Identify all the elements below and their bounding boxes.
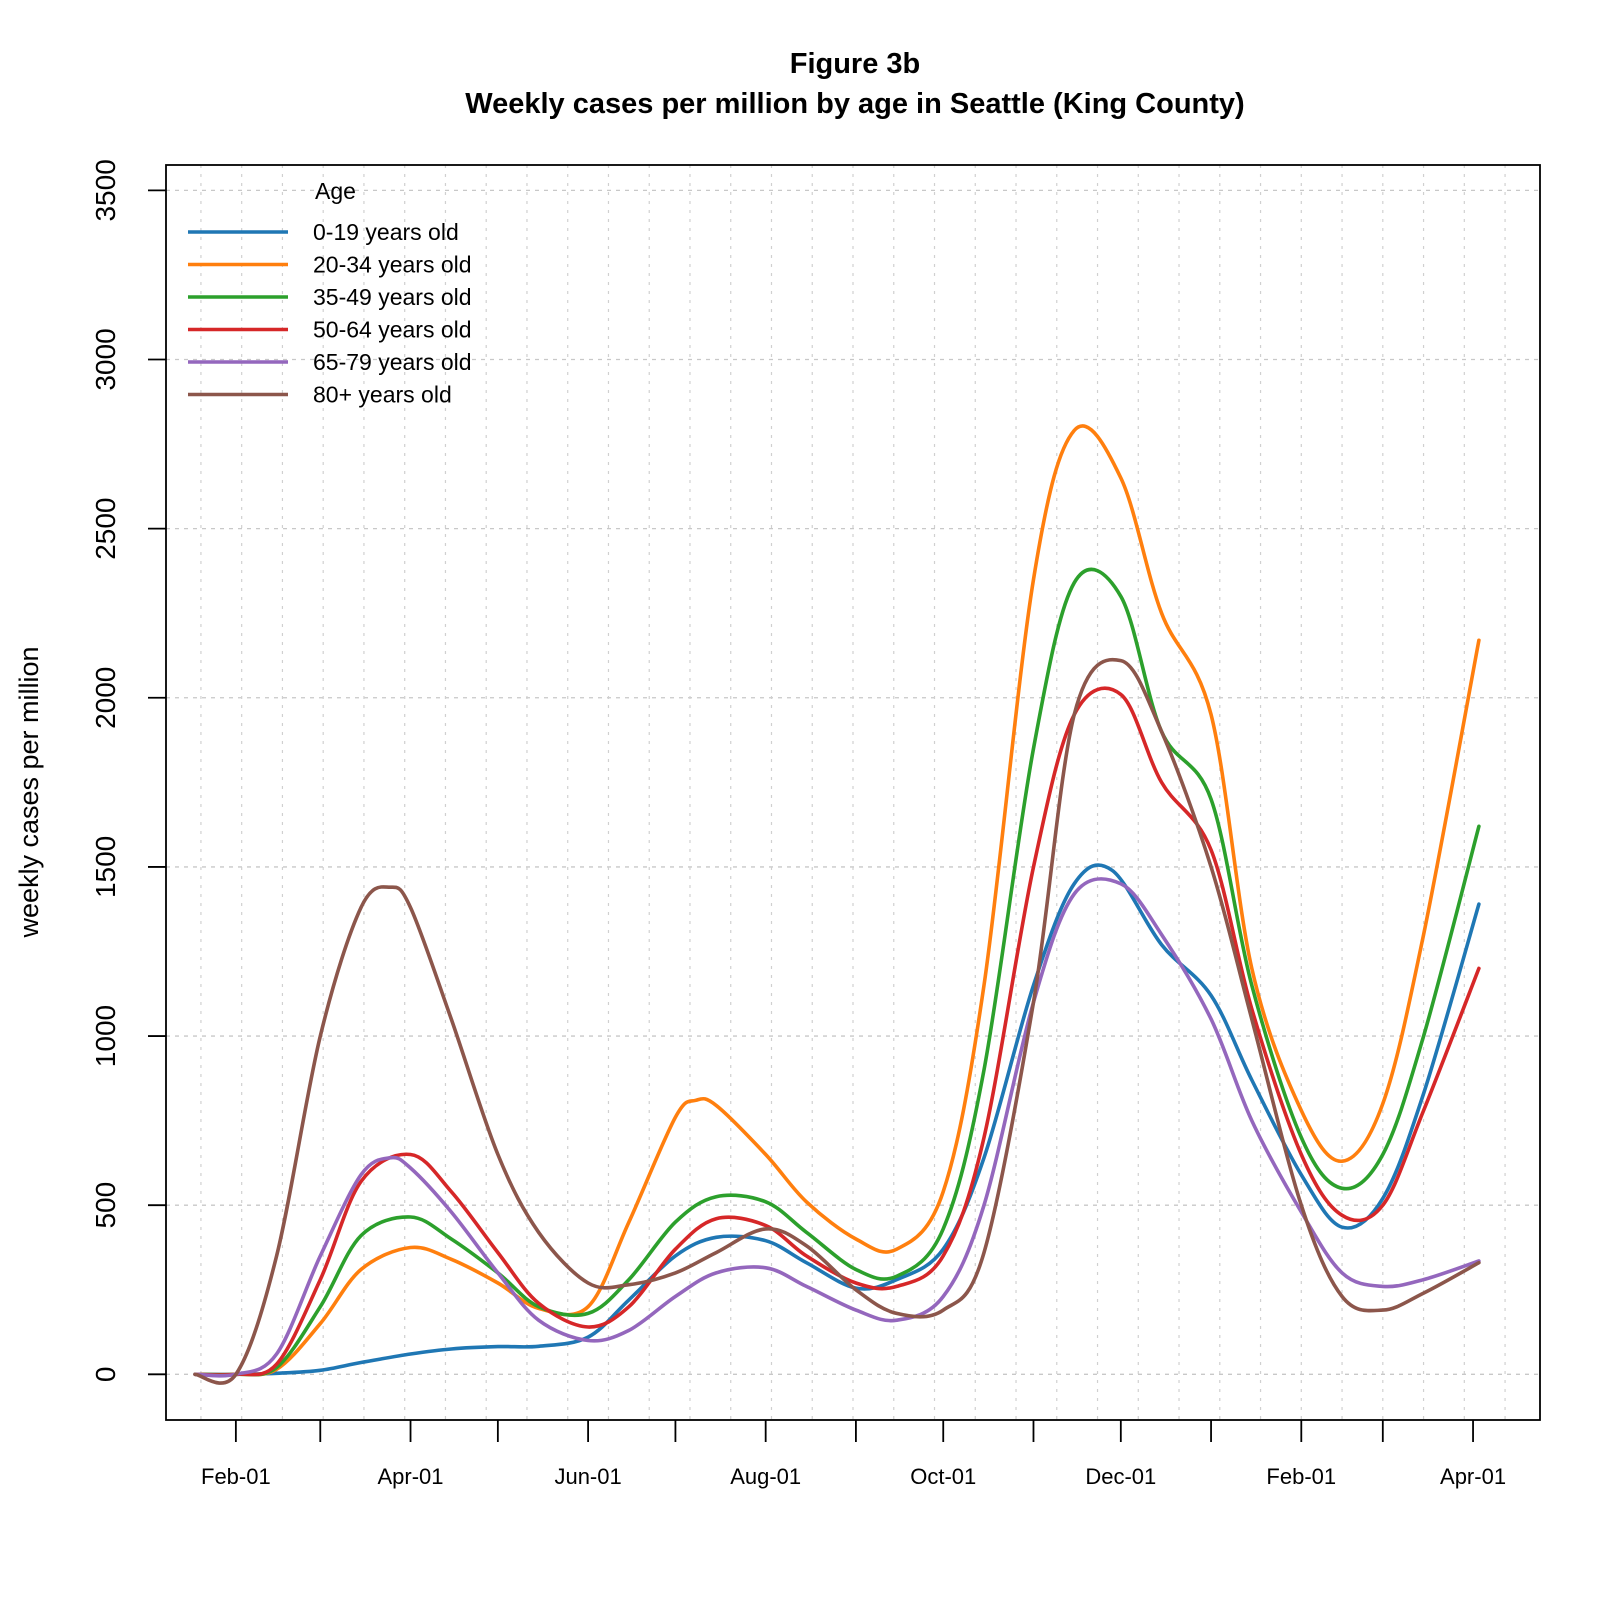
x-tick-label: Feb-01: [201, 1464, 271, 1489]
chart-subtitle: Weekly cases per million by age in Seatt…: [465, 88, 1244, 120]
y-tick-label: 2500: [90, 497, 121, 559]
y-tick-label: 1000: [90, 1005, 121, 1067]
series-line-3: [193, 567, 1481, 1377]
y-tick-label: 2000: [90, 667, 121, 729]
legend: Age 0-19 years old 20-34 years old 35-49 y…: [188, 178, 472, 408]
x-axis: Feb-01 Apr-01 Jun-01 Aug-01 Oct-01 Dec-01 Feb-…: [201, 1420, 1506, 1489]
legend-label: 0-19 years old: [313, 219, 459, 245]
series-line-2: [193, 424, 1481, 1377]
legend-title: Age: [315, 178, 356, 204]
x-tick-label: Jun-01: [554, 1464, 621, 1489]
legend-label: 35-49 years old: [313, 284, 472, 310]
plot-frame: [165, 164, 1541, 1421]
y-tick-label: 3000: [90, 328, 121, 390]
y-tick-label: 3500: [90, 159, 121, 221]
x-tick-label: Dec-01: [1085, 1464, 1156, 1489]
legend-label: 65-79 years old: [313, 349, 472, 375]
legend-label: 80+ years old: [313, 382, 452, 408]
series-lines: [193, 424, 1481, 1385]
chart-title: Figure 3b: [790, 48, 921, 80]
y-tick-label: 1500: [90, 836, 121, 898]
legend-label: 20-34 years old: [313, 252, 472, 278]
x-tick-label: Oct-01: [910, 1464, 976, 1489]
x-tick-label: Apr-01: [378, 1464, 444, 1489]
series-line-4: [193, 686, 1481, 1377]
y-tick-label: 500: [90, 1182, 121, 1229]
y-tick-label: 0: [90, 1367, 121, 1383]
series-line-1: [193, 863, 1481, 1377]
x-tick-label: Feb-01: [1266, 1464, 1336, 1489]
y-axis: 0 500 1000 1500 2000 2500 3000 3500: [90, 159, 166, 1382]
legend-label: 50-64 years old: [313, 317, 472, 343]
series-line-5: [193, 877, 1481, 1378]
y-axis-title: weekly cases per million: [14, 646, 44, 938]
series-line-6: [193, 657, 1481, 1385]
x-tick-label: Apr-01: [1440, 1464, 1506, 1489]
x-tick-label: Aug-01: [730, 1464, 801, 1489]
